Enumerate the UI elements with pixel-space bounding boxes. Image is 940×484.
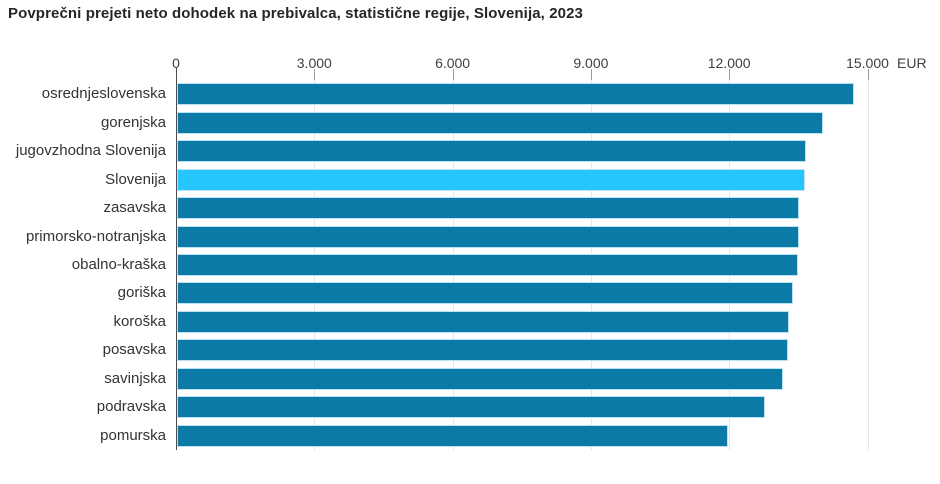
y-axis-line	[176, 68, 177, 450]
x-tick-label-12000: 12.000	[707, 55, 751, 71]
x-tick-label-6000: 6.000	[435, 55, 471, 71]
row-label-pomurska: pomurska	[100, 426, 166, 444]
x-tick-label-9000: 9.000	[573, 55, 609, 71]
bar-savinjska[interactable]	[177, 367, 784, 390]
x-tick-label-15000: 15.000	[846, 55, 889, 71]
bar-koro-ka[interactable]	[177, 310, 790, 333]
row-label-gori-ka: goriška	[117, 284, 166, 302]
bar-gori-ka[interactable]	[177, 282, 794, 305]
bar-slovenija[interactable]	[177, 168, 805, 191]
bar-podravska[interactable]	[177, 396, 766, 419]
bar-jugovzhodna-slovenija[interactable]	[177, 140, 806, 163]
bar-pomurska[interactable]	[177, 424, 729, 447]
row-label-osrednjeslovenska: osrednjeslovenska	[41, 85, 166, 103]
x-tick-mark-6000	[453, 69, 454, 80]
row-label-primorsko-notranjska: primorsko-notranjska	[25, 227, 166, 245]
row-label-koro-ka: koroška	[113, 312, 166, 330]
row-label-jugovzhodna-slovenija: jugovzhodna Slovenija	[15, 142, 166, 160]
row-label-zasavska: zasavska	[103, 199, 166, 217]
x-tick-mark-9000	[591, 69, 592, 80]
gridline-15000	[868, 80, 869, 450]
bar-posavska[interactable]	[177, 339, 789, 362]
x-tick-mark-15000	[868, 69, 869, 80]
chart-title: Povprečni prejeti neto dohodek na prebiv…	[8, 5, 583, 22]
bar-zasavska[interactable]	[177, 197, 800, 220]
bar-gorenjska[interactable]	[177, 111, 823, 134]
row-label-obalno-kra-ka: obalno-kraška	[71, 256, 166, 273]
x-axis-unit-label: EUR	[897, 55, 927, 71]
x-tick-label-0: 0	[172, 55, 180, 71]
x-tick-mark-12000	[729, 69, 730, 80]
bar-osrednjeslovenska[interactable]	[177, 83, 855, 106]
row-label-savinjska: savinjska	[104, 369, 166, 387]
row-label-posavska: posavska	[102, 341, 166, 359]
bar-primorsko-notranjska[interactable]	[177, 225, 799, 248]
x-tick-mark-3000	[314, 69, 315, 80]
row-label-slovenija: Slovenija	[105, 170, 166, 188]
x-tick-label-3000: 3.000	[296, 55, 332, 71]
bar-obalno-kra-ka[interactable]	[177, 254, 799, 276]
row-label-podravska: podravska	[96, 398, 166, 416]
row-label-gorenjska: gorenjska	[100, 113, 166, 131]
